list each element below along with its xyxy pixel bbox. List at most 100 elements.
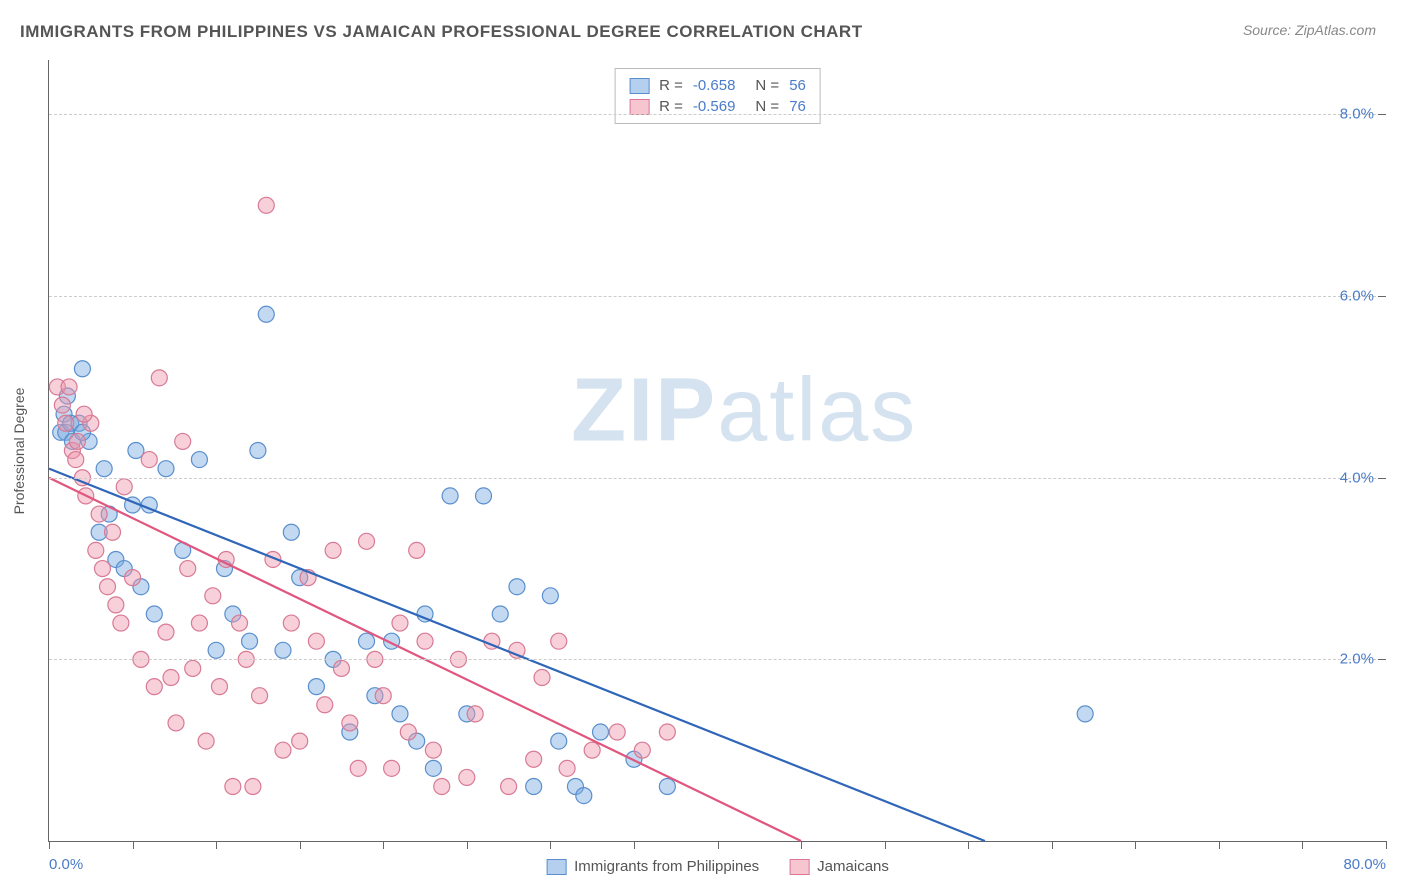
data-point [175, 433, 191, 449]
x-tick-mark [885, 841, 886, 849]
data-point [225, 779, 241, 795]
data-point [191, 452, 207, 468]
data-point [425, 742, 441, 758]
data-point [375, 688, 391, 704]
swatch-pink-icon [789, 859, 809, 875]
data-point [584, 742, 600, 758]
data-point [509, 579, 525, 595]
data-point [317, 697, 333, 713]
data-point [659, 779, 675, 795]
data-point [534, 670, 550, 686]
data-point [76, 406, 92, 422]
data-point [417, 633, 433, 649]
data-point [116, 479, 132, 495]
data-point [185, 660, 201, 676]
chart-plot-area: Professional Degree ZIPatlas R = -0.658 … [48, 60, 1386, 842]
data-point [634, 742, 650, 758]
data-point [146, 606, 162, 622]
data-point [308, 679, 324, 695]
gridline [49, 659, 1386, 660]
data-point [551, 733, 567, 749]
y-tick-mark [1378, 478, 1386, 479]
x-tick-mark [968, 841, 969, 849]
legend-label-blue: Immigrants from Philippines [574, 858, 759, 875]
y-tick-label: 2.0% [1340, 651, 1374, 668]
data-point [69, 433, 85, 449]
data-point [211, 679, 227, 695]
data-point [105, 524, 121, 540]
data-point [409, 542, 425, 558]
x-tick-mark [216, 841, 217, 849]
data-point [158, 461, 174, 477]
gridline [49, 296, 1386, 297]
data-point [94, 561, 110, 577]
x-tick-mark [1386, 841, 1387, 849]
y-tick-label: 8.0% [1340, 106, 1374, 123]
data-point [96, 461, 112, 477]
data-point [258, 197, 274, 213]
legend-item-pink: Jamaicans [789, 858, 889, 875]
data-point [551, 633, 567, 649]
x-tick-label: 0.0% [49, 856, 83, 873]
data-point [258, 306, 274, 322]
data-point [384, 760, 400, 776]
data-point [74, 361, 90, 377]
gridline [49, 114, 1386, 115]
data-point [108, 597, 124, 613]
y-tick-label: 6.0% [1340, 288, 1374, 305]
gridline [49, 478, 1386, 479]
data-point [342, 715, 358, 731]
data-point [250, 443, 266, 459]
data-point [168, 715, 184, 731]
data-point [99, 579, 115, 595]
x-tick-mark [1052, 841, 1053, 849]
data-point [252, 688, 268, 704]
data-point [392, 615, 408, 631]
data-point [400, 724, 416, 740]
data-point [501, 779, 517, 795]
x-tick-mark [801, 841, 802, 849]
data-point [659, 724, 675, 740]
data-point [359, 633, 375, 649]
data-point [283, 615, 299, 631]
data-point [113, 615, 129, 631]
data-point [283, 524, 299, 540]
data-point [434, 779, 450, 795]
data-point [425, 760, 441, 776]
data-point [526, 751, 542, 767]
series-legend: Immigrants from Philippines Jamaicans [546, 858, 889, 875]
data-point [275, 742, 291, 758]
data-point [61, 379, 77, 395]
data-point [54, 397, 70, 413]
x-tick-mark [133, 841, 134, 849]
y-tick-mark [1378, 114, 1386, 115]
data-point [609, 724, 625, 740]
data-point [232, 615, 248, 631]
data-point [158, 624, 174, 640]
data-point [180, 561, 196, 577]
x-tick-mark [467, 841, 468, 849]
data-point [325, 542, 341, 558]
scatter-svg [49, 60, 1386, 841]
x-tick-mark [300, 841, 301, 849]
data-point [242, 633, 258, 649]
data-point [125, 570, 141, 586]
y-tick-mark [1378, 659, 1386, 660]
data-point [593, 724, 609, 740]
data-point [526, 779, 542, 795]
data-point [205, 588, 221, 604]
legend-item-blue: Immigrants from Philippines [546, 858, 759, 875]
x-tick-mark [383, 841, 384, 849]
data-point [198, 733, 214, 749]
data-point [350, 760, 366, 776]
data-point [146, 679, 162, 695]
source-attribution: Source: ZipAtlas.com [1243, 22, 1376, 38]
data-point [191, 615, 207, 631]
data-point [58, 415, 74, 431]
x-tick-mark [49, 841, 50, 849]
data-point [459, 769, 475, 785]
data-point [333, 660, 349, 676]
data-point [392, 706, 408, 722]
x-tick-mark [634, 841, 635, 849]
legend-label-pink: Jamaicans [817, 858, 889, 875]
